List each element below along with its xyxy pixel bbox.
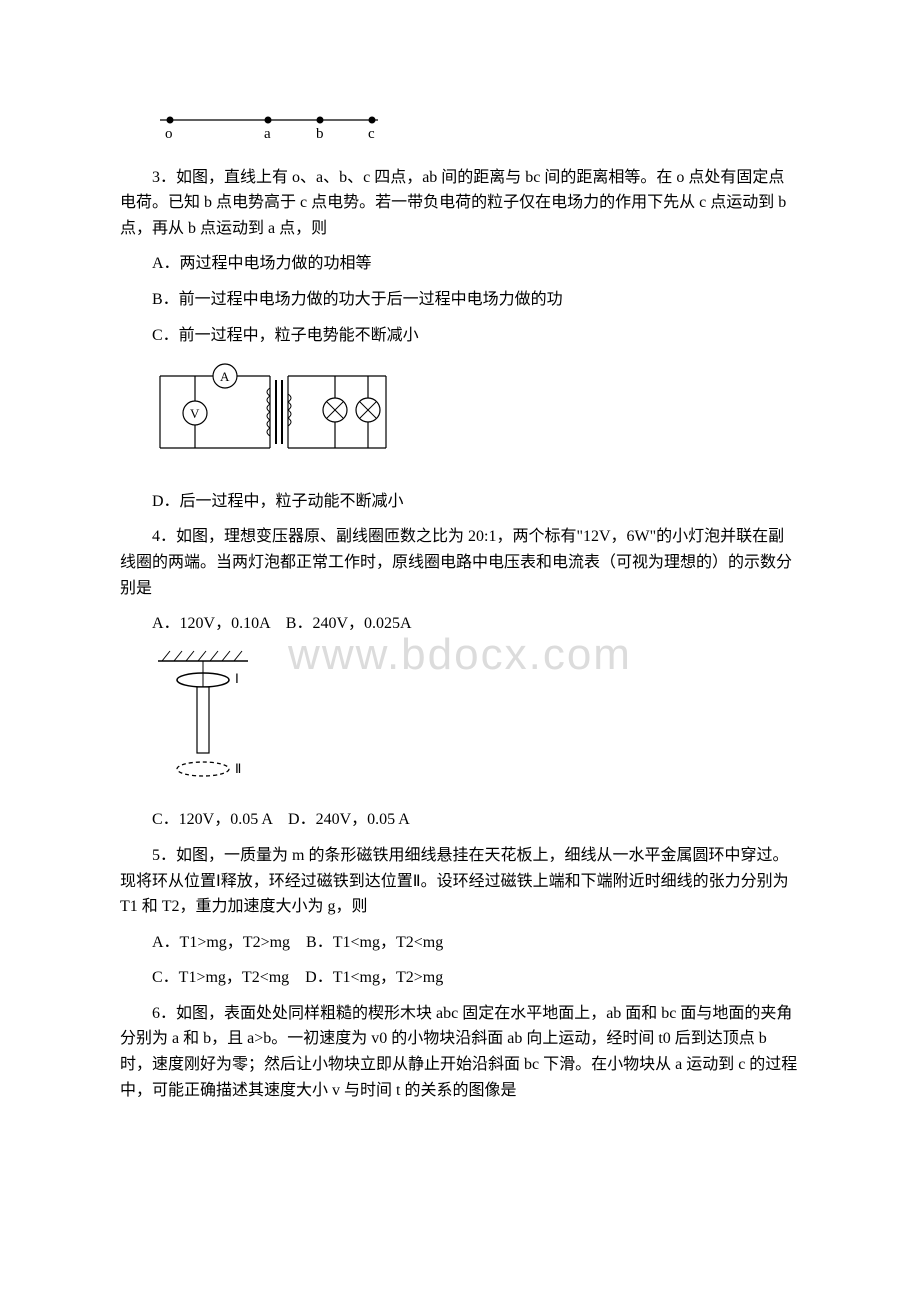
q3-stem: 3．如图，直线上有 o、a、b、c 四点，ab 间的距离与 bc 间的距离相等。… <box>120 165 800 242</box>
q5-stem: 5．如图，一质量为 m 的条形磁铁用细线悬挂在天花板上，细线从一水平金属圆环中穿… <box>120 843 800 920</box>
q5-option-cd: C．T1>mg，T2<mg D．T1<mg，T2>mg <box>120 965 800 991</box>
magnet-svg: Ⅰ Ⅱ <box>140 647 270 787</box>
svg-text:Ⅰ: Ⅰ <box>235 671 239 686</box>
q3-option-a: A．两过程中电场力做的功相等 <box>120 251 800 277</box>
numberline-svg: o a b c <box>140 108 400 144</box>
q3-option-c: C．前一过程中，粒子电势能不断减小 <box>120 323 800 349</box>
circuit-svg: A V <box>140 358 400 468</box>
q6-stem: 6．如图，表面处处同样粗糙的楔形木块 abc 固定在水平地面上，ab 面和 bc… <box>120 1001 800 1103</box>
figure-q5-magnet: Ⅰ Ⅱ <box>140 647 800 796</box>
document-content: o a b c 3．如图，直线上有 o、a、b、c 四点，ab 间的距离与 bc… <box>120 108 800 1103</box>
figure-q4-circuit: A V <box>140 358 800 477</box>
svg-text:a: a <box>264 126 271 142</box>
q4-stem: 4．如图，理想变压器原、副线圈匝数之比为 20:1，两个标有"12V，6W"的小… <box>120 524 800 601</box>
svg-text:b: b <box>316 126 324 142</box>
q3-option-d: D．后一过程中，粒子动能不断减小 <box>120 489 800 515</box>
figure-q3-numberline: o a b c <box>140 108 800 153</box>
svg-text:V: V <box>190 406 200 421</box>
q5-option-ab: A．T1>mg，T2>mg B．T1<mg，T2<mg <box>120 930 800 956</box>
q4-option-cd: C．120V，0.05 A D．240V，0.05 A <box>120 807 800 833</box>
svg-text:c: c <box>368 126 375 142</box>
q4-option-ab: A．120V，0.10A B．240V，0.025A <box>120 611 800 637</box>
svg-text:o: o <box>165 126 173 142</box>
q3-option-b: B．前一过程中电场力做的功大于后一过程中电场力做的功 <box>120 287 800 313</box>
svg-text:A: A <box>220 369 230 384</box>
svg-text:Ⅱ: Ⅱ <box>235 761 241 776</box>
